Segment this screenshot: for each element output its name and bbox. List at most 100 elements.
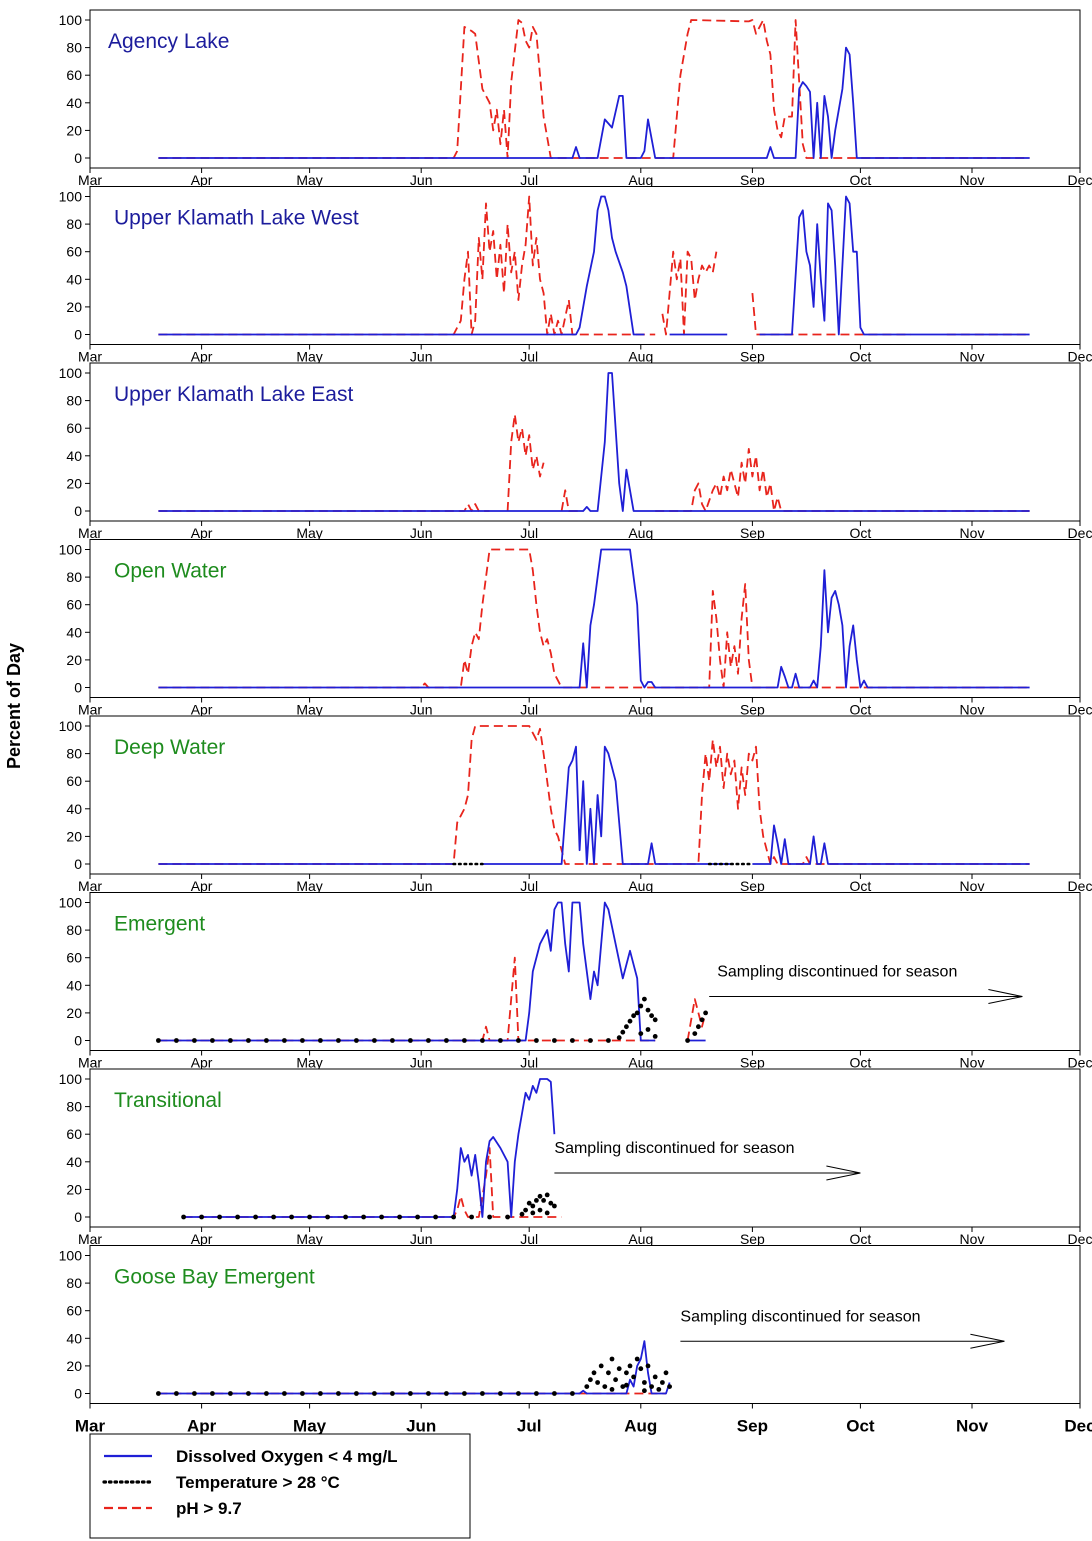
series-temp-point (638, 1031, 644, 1036)
series-temp-point (609, 1387, 615, 1392)
series-ph-line (506, 413, 545, 512)
y-tick-label: 80 (66, 1275, 82, 1291)
series-temp-point (624, 1382, 629, 1388)
series-temp-point (552, 1038, 557, 1043)
series-temp-point (663, 1370, 669, 1376)
series-temp-point (548, 1200, 554, 1206)
series-temp-point (210, 1038, 215, 1043)
series-temp-point (336, 1038, 341, 1043)
series-temp-point (645, 1363, 651, 1369)
y-tick-label: 100 (59, 718, 83, 734)
series-temp-point (620, 1384, 626, 1389)
series-temp-point (174, 1391, 179, 1396)
series-temp-point (642, 1380, 647, 1385)
legend-label-ph: pH > 9.7 (176, 1499, 242, 1518)
series-temp-point (570, 1391, 575, 1396)
x-tick-label: Sep (740, 172, 765, 188)
series-temp-point (444, 1038, 449, 1043)
series-temp-point (595, 1380, 600, 1385)
y-tick-label: 60 (66, 773, 82, 789)
x-tick-label: May (296, 1231, 322, 1247)
panel-title: Deep Water (114, 736, 225, 759)
series-ph-line (158, 19, 1030, 159)
x-tick-label: Jul (520, 702, 538, 718)
series-temp-point (444, 1391, 449, 1396)
series-temp-point (264, 1038, 269, 1043)
x-tick-label: Oct (850, 525, 872, 541)
y-tick-label: 60 (66, 1303, 82, 1319)
x-tick-label: Aug (628, 878, 653, 894)
series-temp-point (361, 1214, 366, 1220)
series-temp-point (544, 1192, 550, 1198)
panel-1: 0 20 40 60 80 100 Mar Apr May Jun Jul Aug Sep Oct Nov D… (59, 9, 1092, 188)
x-tick-label: Jul (520, 525, 538, 541)
panel-title: Emergent (114, 913, 205, 936)
series-do-line (482, 745, 731, 865)
series-temp-point (534, 1038, 539, 1043)
series-temp-point (505, 1214, 510, 1220)
y-tick-label: 0 (74, 150, 82, 166)
x-tick-label: Nov (960, 1231, 985, 1247)
series-temp-point (343, 1214, 348, 1220)
y-tick-label: 60 (66, 1126, 82, 1142)
x-tick-label: Nov (960, 878, 985, 894)
annotation-text: Sampling discontinued for season (554, 1140, 794, 1157)
series-temp-point (602, 1384, 608, 1389)
y-tick-label: 80 (66, 922, 82, 938)
y-tick-label: 0 (74, 1209, 82, 1225)
x-tick-label: May (296, 172, 322, 188)
series-temp-point (246, 1038, 251, 1043)
y-tick-label: 100 (59, 895, 83, 911)
x-tick-label: Apr (191, 172, 213, 188)
y-tick-label: 100 (59, 1071, 83, 1087)
y-tick-label: 20 (66, 1005, 82, 1021)
series-temp-point (537, 1207, 543, 1213)
x-tick-label: Dec (1068, 702, 1092, 718)
series-temp-point (325, 1214, 330, 1220)
annotation-arrowhead (988, 989, 1023, 1005)
series-temp-point (300, 1038, 305, 1043)
series-ph-line (655, 447, 1030, 512)
series-temp-point (638, 1003, 644, 1009)
series-ph-line (158, 548, 1030, 689)
plot-frame (89, 186, 1081, 345)
series-temp-point (584, 1384, 590, 1389)
series-temp-point (624, 1370, 629, 1376)
series-ph-line (183, 1147, 562, 1218)
x-tick-label: Aug (628, 1231, 653, 1247)
x-tick-label: Mar (78, 1055, 102, 1071)
y-tick-label: 20 (66, 299, 82, 315)
panel-8: 0 20 40 60 80 100 Mar Apr May Jun Jul Aug Sep Oct Nov D… (59, 1245, 1092, 1436)
y-tick-label: 40 (66, 95, 82, 111)
legend-label-temp: Temperature > 28 °C (176, 1473, 340, 1492)
series-temp-point (282, 1038, 287, 1043)
series-temp-point (264, 1391, 269, 1396)
series-temp-point (696, 1024, 701, 1030)
y-tick-label: 80 (66, 216, 82, 232)
series-temp-point (181, 1214, 187, 1220)
series-temp-point (462, 1391, 467, 1396)
x-tick-label: Oct (846, 1417, 875, 1436)
series-temp-point (624, 1024, 629, 1030)
series-temp-point (516, 1391, 521, 1396)
x-tick-label: Dec (1068, 878, 1092, 894)
series-temp-point (570, 1038, 575, 1043)
y-tick-label: 20 (66, 1358, 82, 1374)
plot-frame (89, 892, 1081, 1051)
series-temp-point (282, 1391, 287, 1396)
series-ph-line (403, 725, 1030, 865)
series-temp-point (192, 1038, 197, 1043)
x-tick-label: Jul (520, 1055, 538, 1071)
series-temp-point (253, 1214, 258, 1220)
x-tick-label: Mar (78, 172, 102, 188)
x-tick-label: Sep (740, 1231, 765, 1247)
x-tick-label: Apr (191, 878, 213, 894)
series-temp-point (271, 1214, 276, 1220)
y-tick-label: 0 (74, 327, 82, 343)
annotation-text: Sampling discontinued for season (680, 1308, 920, 1325)
series-temp-point (634, 1356, 640, 1362)
x-tick-label: Jul (520, 172, 538, 188)
x-tick-label: Nov (960, 525, 985, 541)
x-tick-label: Oct (850, 1055, 872, 1071)
